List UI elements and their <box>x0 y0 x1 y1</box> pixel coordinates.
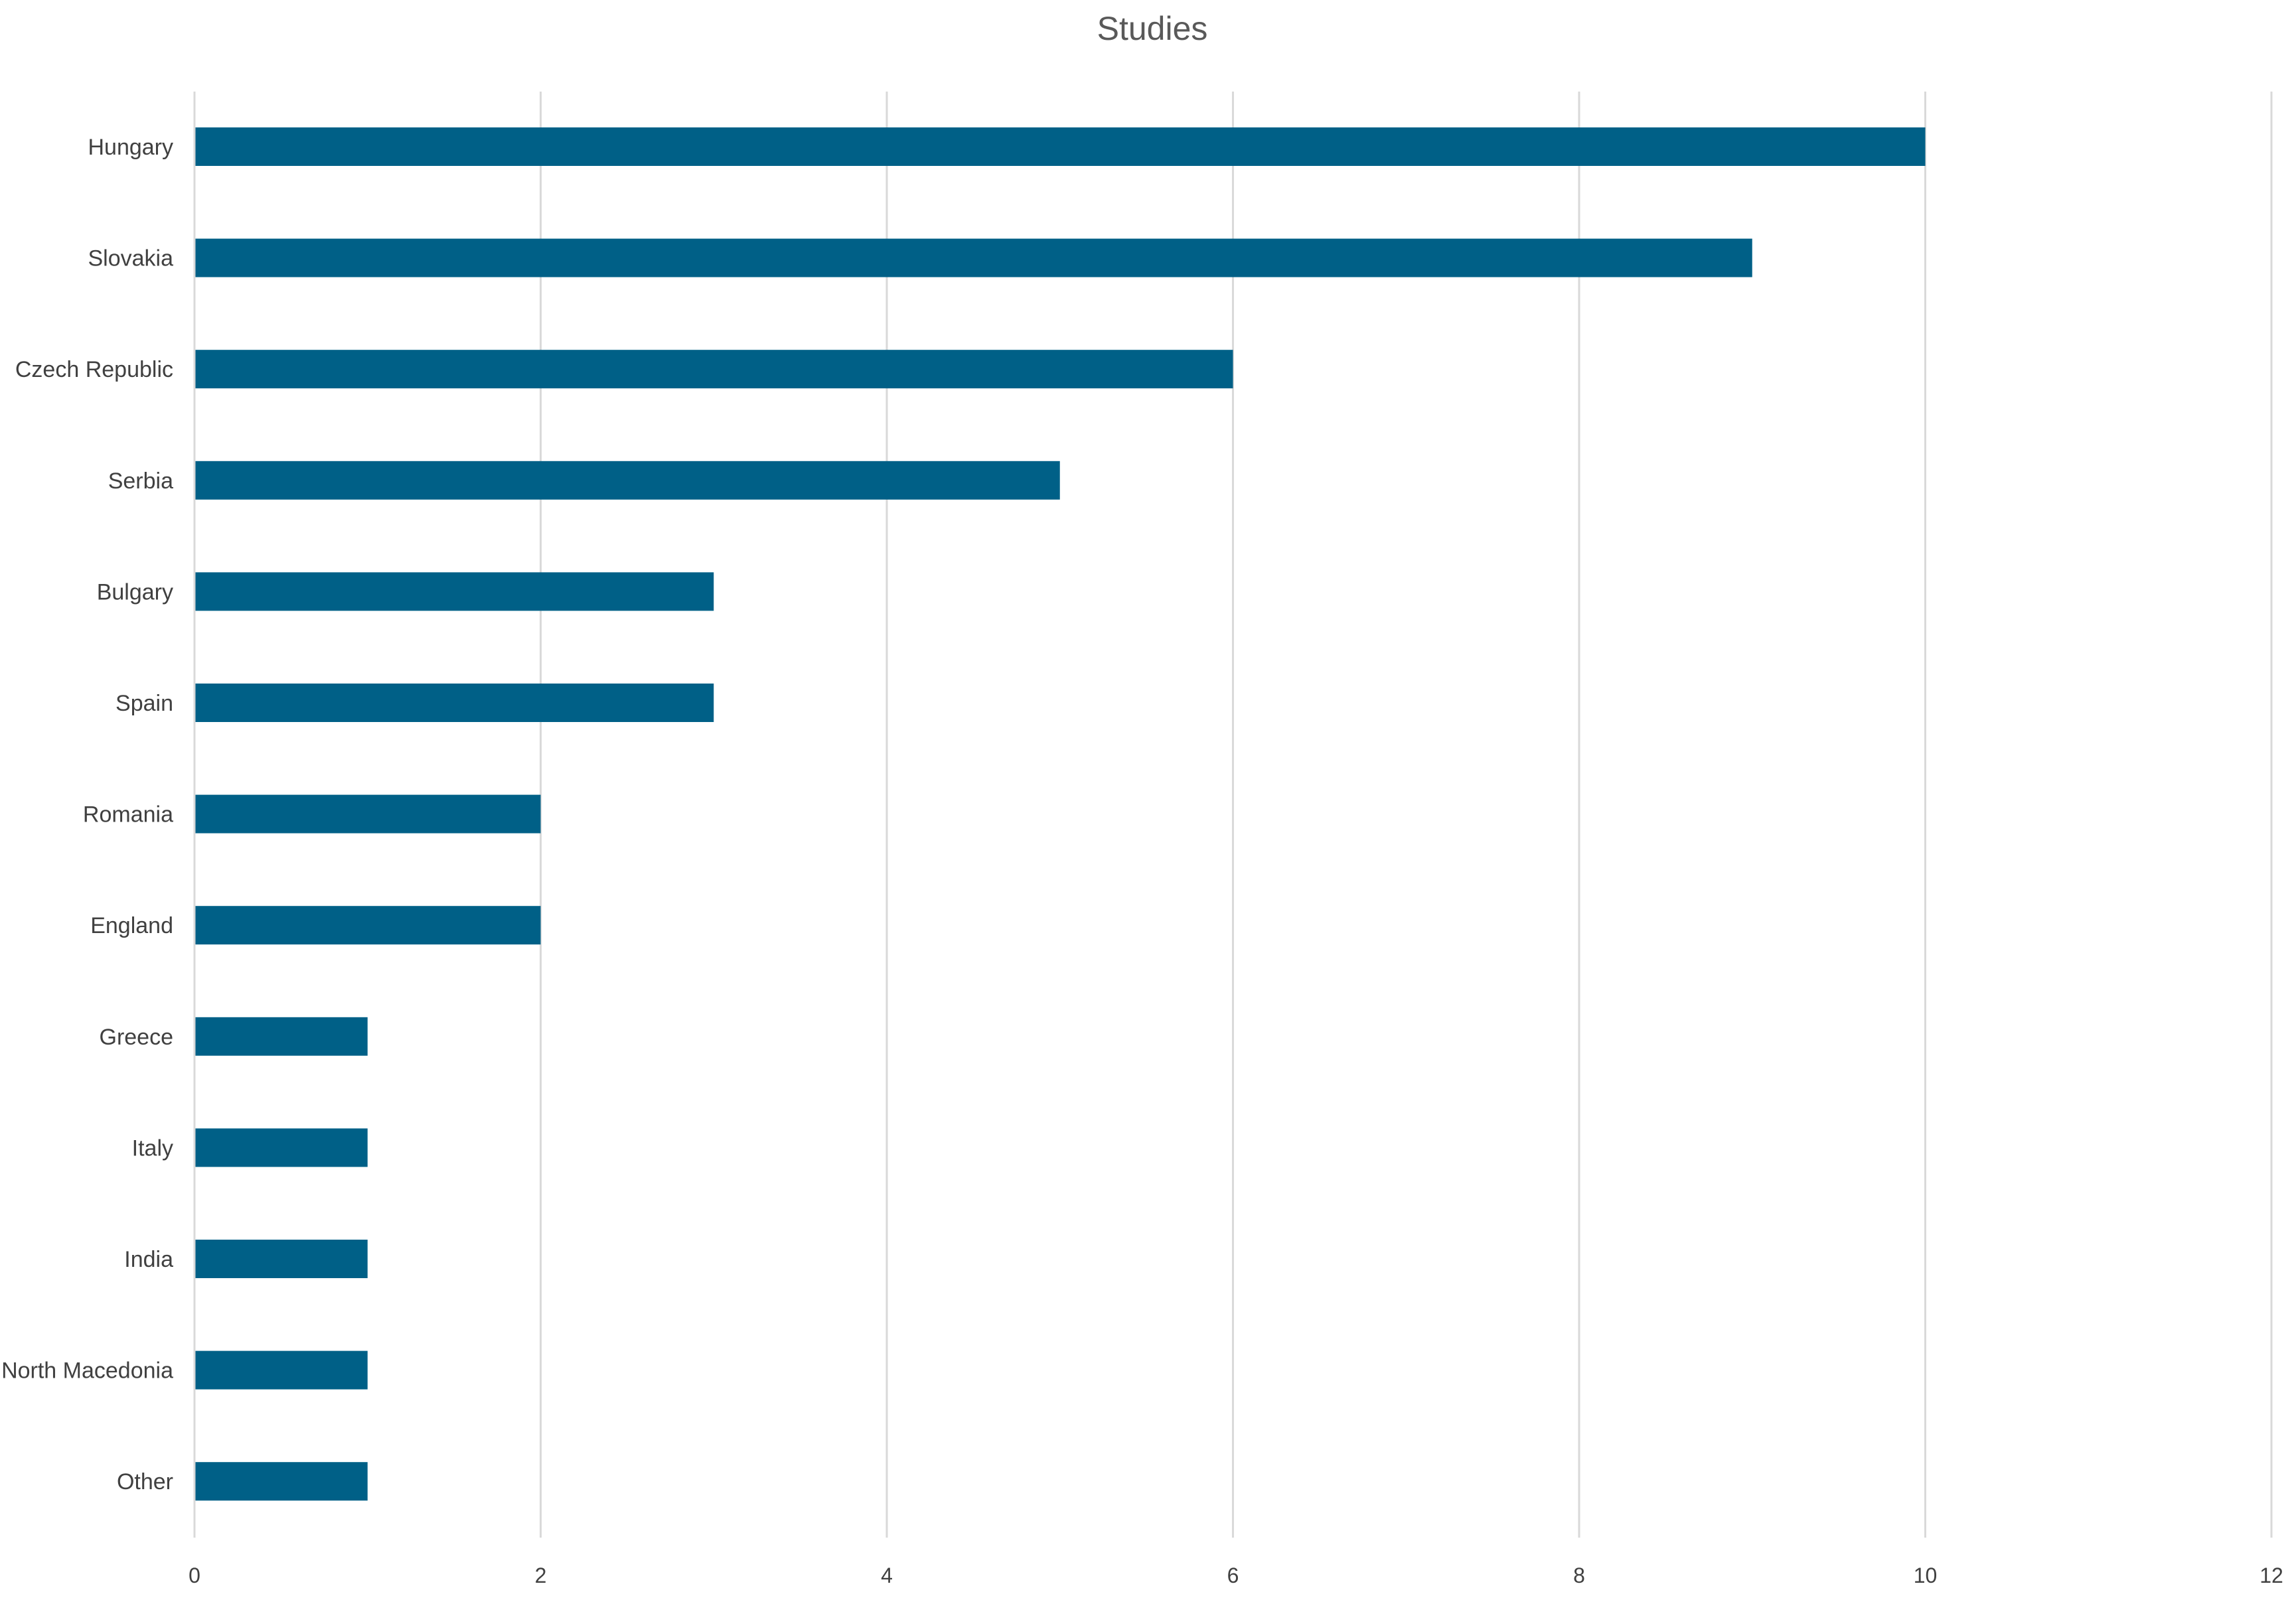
bar-england <box>195 906 541 945</box>
category-label: Serbia <box>108 469 173 494</box>
category-label: Hungary <box>88 135 173 160</box>
x-axis-tick-labels: 0 2 4 6 8 10 12 <box>189 1564 2283 1587</box>
category-label: Italy <box>132 1135 173 1161</box>
bar-north-macedonia <box>195 1350 368 1390</box>
bar-slovakia <box>195 238 1752 277</box>
bar-italy <box>195 1128 368 1167</box>
bar-czech-republic <box>195 350 1233 389</box>
category-label: Slovakia <box>88 246 173 271</box>
gridlines <box>193 92 2273 1538</box>
category-label: North Macedonia <box>1 1358 173 1384</box>
bar-greece <box>195 1017 368 1056</box>
x-tick-label: 4 <box>881 1564 893 1587</box>
category-labels: Hungary Slovakia Czech Republic Serbia Bulga… <box>1 135 173 1494</box>
x-tick-label: 6 <box>1227 1564 1239 1587</box>
x-tick-label: 10 <box>1914 1564 1938 1587</box>
bar-hungary <box>195 127 1926 166</box>
x-tick-label: 2 <box>535 1564 547 1587</box>
bar-spain <box>195 684 714 722</box>
category-label: Other <box>117 1469 173 1494</box>
chart-title: Studies <box>1097 10 1208 47</box>
x-tick-label: 12 <box>2259 1564 2283 1587</box>
bar-other <box>195 1462 368 1501</box>
bar-serbia <box>195 461 1060 500</box>
category-label: India <box>124 1247 173 1272</box>
category-label: Czech Republic <box>15 357 173 382</box>
category-label: England <box>90 913 173 938</box>
category-label: Romania <box>83 802 173 828</box>
bar-india <box>195 1240 368 1278</box>
category-label: Bulgary <box>97 579 173 605</box>
x-tick-label: 8 <box>1573 1564 1585 1587</box>
bars <box>195 127 1926 1501</box>
category-label: Greece <box>100 1025 174 1050</box>
category-label: Spain <box>115 691 173 716</box>
bar-romania <box>195 794 541 834</box>
x-tick-label: 0 <box>189 1564 200 1587</box>
bar-bulgary <box>195 572 714 611</box>
